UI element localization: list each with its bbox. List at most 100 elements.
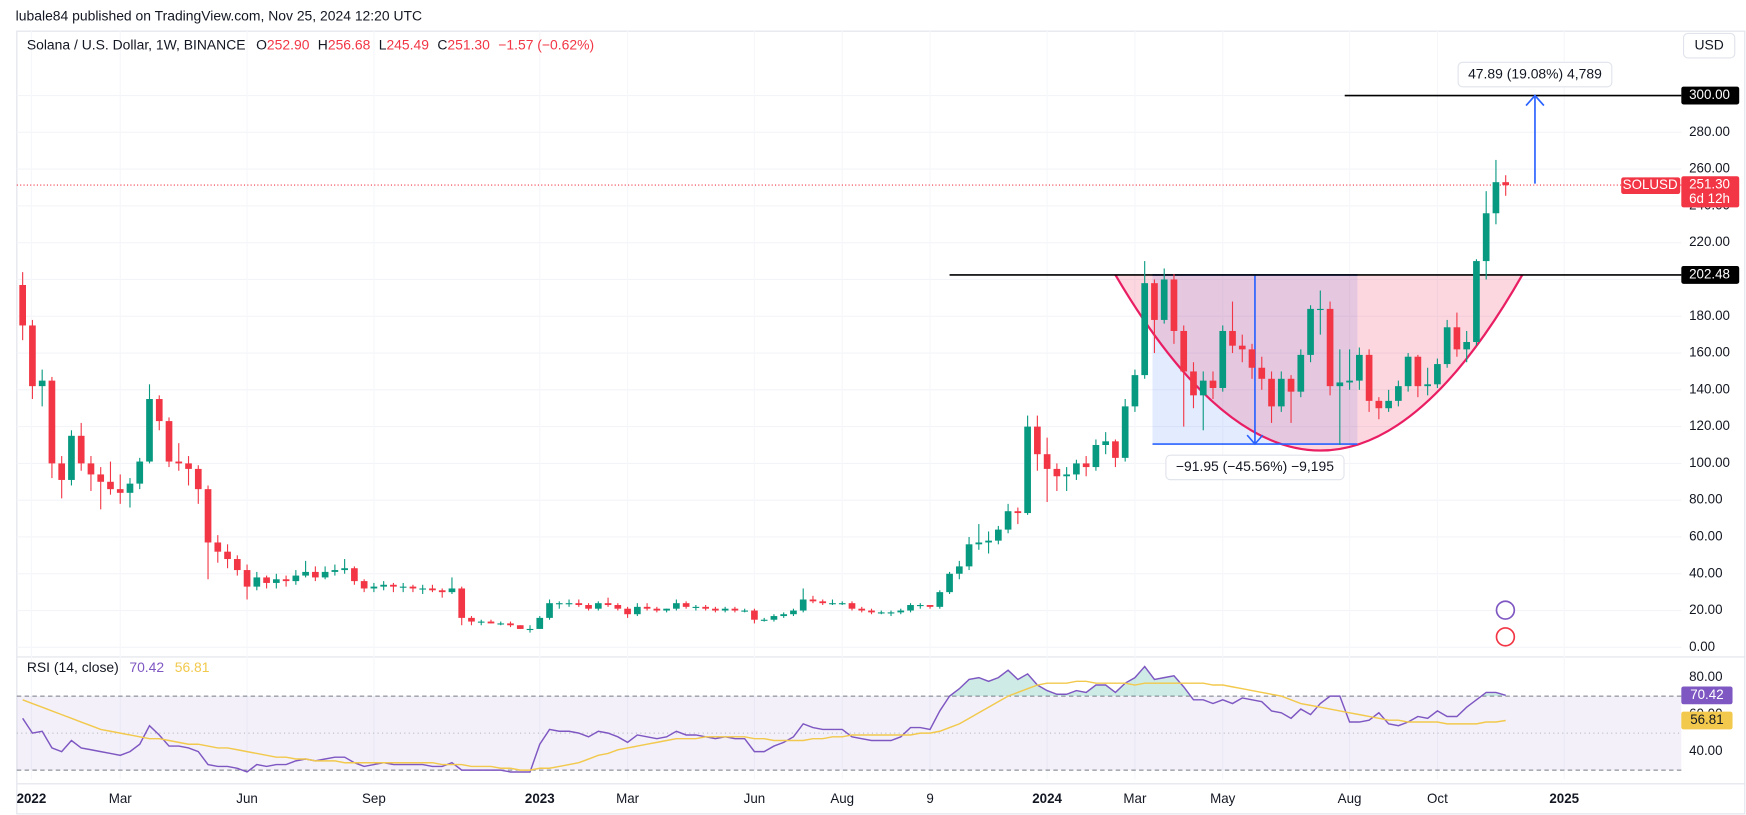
- rsi-line: [22, 665, 1506, 773]
- y-tick-label: 20.00: [1689, 602, 1722, 617]
- rsi-value-tag: [1681, 686, 1733, 705]
- candle-body: [477, 621, 485, 623]
- rsi-tick-label: 40.00: [1689, 743, 1722, 758]
- candle-body: [1092, 445, 1100, 468]
- candle-body: [370, 586, 378, 589]
- candle-body: [1297, 354, 1305, 392]
- measure-label: 47.89 (19.08%) 4,789: [1468, 65, 1602, 81]
- candle-body: [751, 610, 758, 620]
- candle-body: [1102, 441, 1110, 446]
- candle-body: [1443, 327, 1451, 365]
- candle-body: [1053, 468, 1061, 477]
- candle-body: [321, 571, 329, 578]
- y-tick-label: 0.00: [1689, 639, 1715, 654]
- candle-body: [341, 568, 348, 571]
- idea-icon[interactable]: [1495, 600, 1516, 620]
- candle-body: [1453, 327, 1461, 350]
- candle-body: [390, 584, 397, 587]
- legend-key: C: [437, 36, 447, 52]
- candle-body: [721, 608, 729, 611]
- candle-body: [1034, 426, 1041, 455]
- x-tick-label: 2022: [17, 791, 47, 806]
- legend-key: O: [256, 36, 267, 52]
- candle-body: [819, 601, 827, 604]
- overbought-fill: [949, 666, 1506, 697]
- x-tick-label: Oct: [1427, 791, 1448, 806]
- rsi-legend: RSI (14, close) 70.42 56.81: [27, 659, 210, 675]
- level-tag: [1681, 86, 1740, 105]
- candle-body: [77, 435, 85, 464]
- candle-body: [136, 461, 144, 484]
- candle-body: [653, 608, 661, 611]
- candle-body: [360, 581, 368, 589]
- candle-body: [936, 592, 944, 607]
- x-tick-label: Mar: [1123, 791, 1147, 806]
- x-tick-label: Aug: [1338, 791, 1362, 806]
- candle-body: [780, 614, 788, 617]
- y-tick-label: 220.00: [1689, 234, 1730, 249]
- candle-body: [1209, 380, 1217, 388]
- candle-body: [409, 586, 417, 589]
- x-tick-label: 2025: [1549, 791, 1579, 806]
- rsi-value: 70.42: [129, 659, 164, 675]
- y-tick-label: 80.00: [1689, 492, 1722, 507]
- candle-body: [955, 566, 963, 574]
- candle-body: [897, 610, 905, 613]
- y-tick-label: 140.00: [1689, 381, 1730, 396]
- candle-body: [1316, 308, 1324, 311]
- candle-body: [858, 608, 866, 611]
- candle-body: [38, 380, 46, 387]
- rsi-tick-label: 80.00: [1689, 669, 1722, 684]
- candle-body: [214, 542, 222, 552]
- candle-body: [429, 588, 436, 591]
- candle-body: [1131, 375, 1139, 407]
- candle-body: [985, 540, 992, 543]
- x-tick-label: May: [1210, 791, 1236, 806]
- rsi-ma-value: 56.81: [175, 659, 210, 675]
- x-tick-label: Jun: [236, 791, 258, 806]
- candle-body: [770, 616, 778, 620]
- candle-body: [663, 608, 670, 611]
- candle-body: [926, 605, 934, 607]
- candle-body: [312, 571, 319, 578]
- legend-key: L: [379, 36, 387, 52]
- candle-body: [233, 559, 241, 571]
- candle-body: [272, 579, 280, 583]
- candle-body: [1463, 342, 1471, 350]
- candle-body: [916, 605, 924, 607]
- x-tick-label: 2023: [525, 791, 555, 806]
- candle-body: [965, 544, 973, 567]
- measure-label-box: [1457, 61, 1613, 88]
- candle-body: [1238, 345, 1246, 350]
- candle-body: [868, 610, 875, 613]
- candle-body: [546, 603, 553, 618]
- candle-body: [282, 579, 290, 582]
- x-tick-label: 9: [926, 791, 933, 806]
- rsi-band: [16, 696, 1682, 771]
- arrow-head: [1246, 434, 1264, 446]
- legend-change: −1.57 (−0.62%): [498, 36, 594, 52]
- x-tick-label: Mar: [616, 791, 640, 806]
- frame: [16, 30, 1746, 815]
- candle-body: [1180, 330, 1188, 372]
- candle-body: [741, 610, 749, 612]
- currency[interactable]: USD: [1694, 36, 1723, 52]
- candle-body: [263, 577, 270, 583]
- price-tag-countdown: 6d 12h: [1689, 191, 1730, 206]
- candle-body: [380, 584, 388, 587]
- measure-label-box: [1165, 454, 1345, 481]
- legend-value: 252.90: [267, 36, 310, 52]
- rsi-value-tag: [1681, 711, 1733, 730]
- candle-body: [555, 603, 563, 605]
- currency-button[interactable]: [1682, 32, 1736, 59]
- candle-body: [1268, 378, 1275, 407]
- x-tick-label: Sep: [362, 791, 386, 806]
- candle-body: [351, 568, 358, 582]
- candle-body: [1043, 454, 1051, 469]
- candle-body: [1492, 182, 1500, 214]
- candle-body: [829, 603, 836, 605]
- candle-body: [731, 608, 739, 611]
- event-icon[interactable]: [1495, 627, 1516, 647]
- candle-body: [185, 463, 192, 469]
- candle-body: [516, 625, 524, 629]
